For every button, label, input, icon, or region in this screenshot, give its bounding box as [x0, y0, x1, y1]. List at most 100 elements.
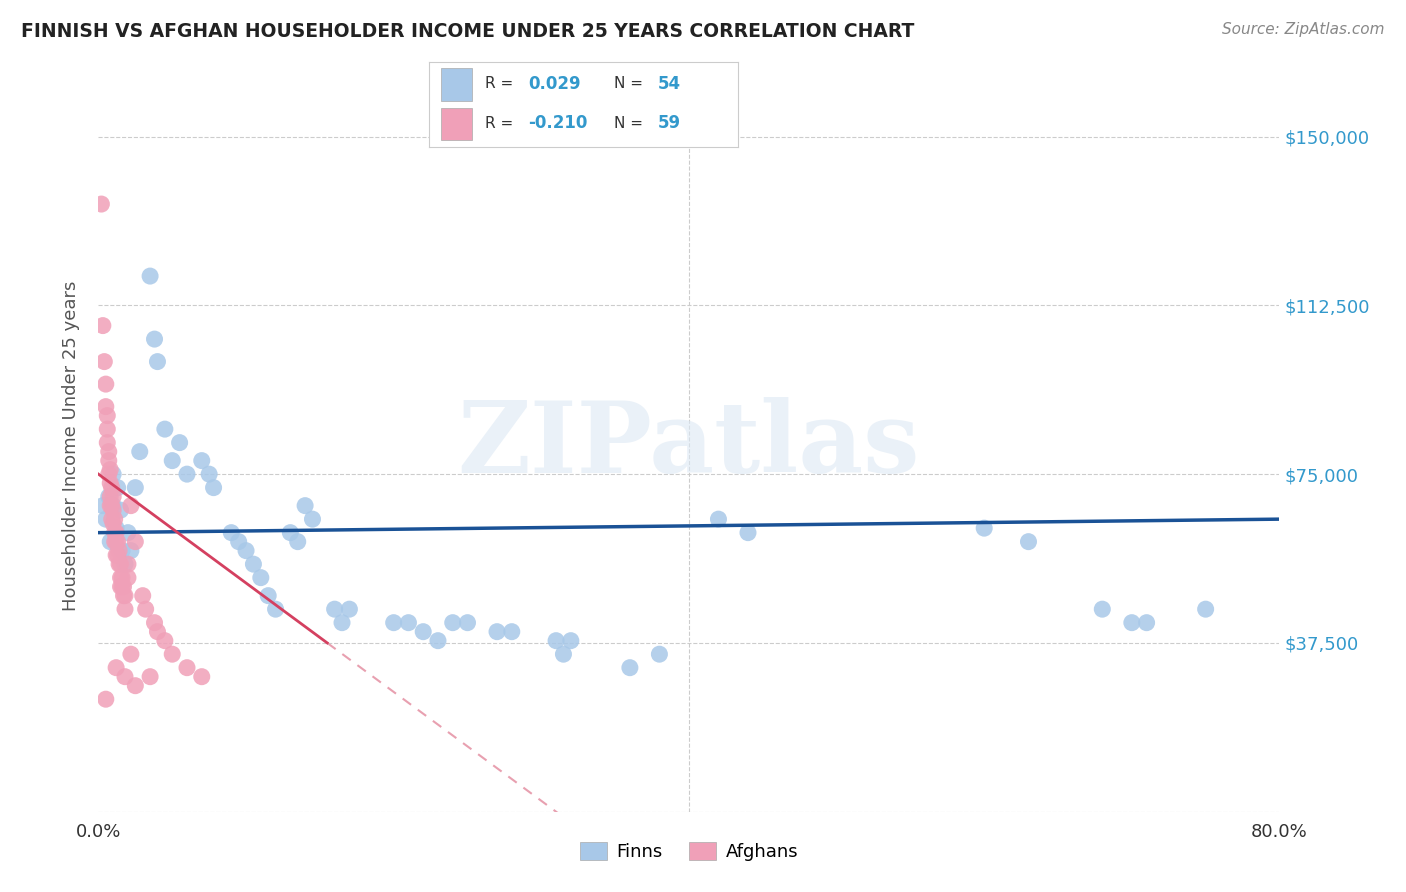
Point [107, 534, 129, 549]
Point [98, 534, 121, 549]
Point [128, 444, 150, 458]
Point [94, 377, 117, 392]
Point [398, 615, 420, 630]
Point [198, 467, 221, 482]
Point [103, 490, 125, 504]
Point [427, 633, 450, 648]
Point [441, 615, 464, 630]
Point [94, 400, 117, 414]
Point [707, 512, 730, 526]
Point [382, 615, 405, 630]
Point [162, 647, 183, 661]
Point [973, 521, 995, 535]
Point [124, 481, 146, 495]
Point [560, 633, 582, 648]
Point [91, 318, 114, 333]
Point [111, 580, 134, 594]
Point [412, 624, 434, 639]
Point [139, 670, 162, 684]
Point [98, 499, 121, 513]
Point [648, 647, 671, 661]
Point [501, 624, 523, 639]
Point [104, 512, 127, 526]
Point [97, 490, 120, 504]
Point [120, 499, 142, 513]
Point [91, 499, 114, 513]
Point [235, 543, 257, 558]
Point [553, 647, 575, 661]
Text: 0.029: 0.029 [527, 75, 581, 93]
Point [457, 615, 479, 630]
Point [294, 499, 316, 513]
Point [114, 670, 136, 684]
Point [112, 589, 135, 603]
Point [103, 516, 125, 531]
Text: Source: ZipAtlas.com: Source: ZipAtlas.com [1222, 22, 1385, 37]
Point [96, 422, 118, 436]
Point [103, 467, 125, 482]
Point [139, 269, 162, 284]
Point [105, 525, 128, 540]
Point [112, 580, 135, 594]
Point [191, 670, 214, 684]
Point [176, 467, 198, 482]
Point [107, 548, 129, 562]
Point [120, 647, 142, 661]
FancyBboxPatch shape [441, 108, 472, 140]
Point [339, 602, 361, 616]
Point [301, 512, 323, 526]
Point [100, 499, 122, 513]
Point [264, 602, 287, 616]
Point [143, 615, 166, 630]
Point [1091, 602, 1114, 616]
Point [93, 354, 115, 368]
Y-axis label: Householder Income Under 25 years: Householder Income Under 25 years [62, 281, 80, 611]
Point [111, 571, 134, 585]
Point [117, 525, 139, 540]
Point [124, 534, 146, 549]
Point [146, 624, 169, 639]
Point [110, 571, 132, 585]
Point [103, 499, 125, 513]
Point [105, 661, 128, 675]
Point [97, 467, 120, 482]
Point [146, 354, 169, 368]
Point [105, 548, 128, 562]
Point [96, 409, 118, 423]
Point [97, 444, 120, 458]
Point [98, 476, 121, 491]
Point [176, 661, 198, 675]
Point [110, 503, 132, 517]
Point [114, 557, 136, 571]
Point [546, 633, 568, 648]
Point [132, 589, 155, 603]
Point [120, 543, 142, 558]
Point [153, 422, 176, 436]
Point [486, 624, 509, 639]
Point [94, 692, 117, 706]
Point [169, 435, 191, 450]
Point [191, 453, 214, 467]
Point [100, 481, 122, 495]
Point [228, 534, 250, 549]
Text: FINNISH VS AFGHAN HOUSEHOLDER INCOME UNDER 25 YEARS CORRELATION CHART: FINNISH VS AFGHAN HOUSEHOLDER INCOME UND… [21, 22, 914, 41]
Point [97, 453, 120, 467]
Point [143, 332, 166, 346]
Point [221, 525, 243, 540]
Point [107, 481, 129, 495]
Text: N =: N = [614, 116, 644, 131]
Text: ZIPatlas: ZIPatlas [458, 398, 920, 494]
Point [117, 571, 139, 585]
Text: R =: R = [485, 76, 513, 91]
Point [242, 557, 264, 571]
Text: -0.210: -0.210 [527, 114, 588, 132]
Text: 59: 59 [658, 114, 681, 132]
Point [104, 534, 127, 549]
Text: N =: N = [614, 76, 644, 91]
Point [1136, 615, 1159, 630]
Point [1195, 602, 1218, 616]
Point [103, 503, 125, 517]
Point [135, 602, 157, 616]
Point [114, 589, 136, 603]
Point [124, 679, 146, 693]
